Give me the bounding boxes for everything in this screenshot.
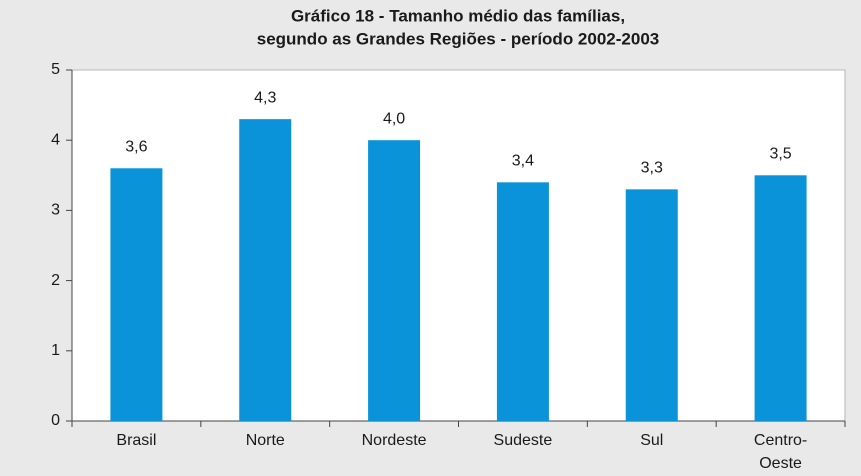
x-tick-label: Brasil bbox=[116, 432, 156, 449]
data-label: 3,4 bbox=[512, 153, 534, 170]
bar bbox=[239, 119, 292, 421]
bar bbox=[754, 175, 807, 421]
data-label: 4,3 bbox=[254, 89, 276, 106]
y-tick-label: 4 bbox=[51, 131, 60, 148]
bar bbox=[625, 189, 678, 421]
x-tick-label: Norte bbox=[246, 432, 285, 449]
data-label: 3,3 bbox=[641, 160, 663, 177]
y-tick-label: 1 bbox=[51, 342, 60, 359]
chart-title: Gráfico 18 - Tamanho médio das famílias, bbox=[291, 6, 625, 25]
bar bbox=[110, 168, 163, 421]
data-label: 3,6 bbox=[125, 138, 147, 155]
x-tick-label: Sul bbox=[640, 432, 663, 449]
y-tick-label: 0 bbox=[51, 412, 60, 429]
data-label: 3,5 bbox=[769, 146, 791, 163]
bar bbox=[368, 140, 421, 421]
y-tick-label: 5 bbox=[51, 61, 60, 78]
y-tick-label: 2 bbox=[51, 272, 60, 289]
data-label: 4,0 bbox=[383, 110, 405, 127]
plot-area bbox=[71, 69, 846, 422]
y-tick-label: 3 bbox=[51, 202, 60, 219]
x-tick-label: Sudeste bbox=[494, 432, 553, 449]
x-tick-label: Nordeste bbox=[362, 432, 427, 449]
x-tick-label: Centro-Oeste bbox=[754, 432, 807, 472]
bar bbox=[496, 182, 549, 421]
chart-title: segundo as Grandes Regiões - período 200… bbox=[257, 29, 659, 48]
